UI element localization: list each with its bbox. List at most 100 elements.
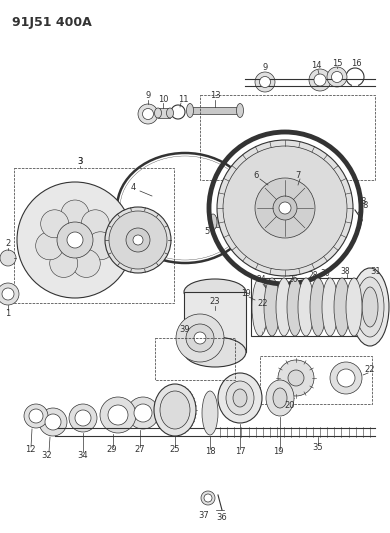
Text: 39: 39 (180, 326, 190, 335)
Ellipse shape (209, 214, 217, 230)
Ellipse shape (233, 389, 247, 407)
Circle shape (133, 235, 143, 245)
Circle shape (17, 182, 133, 298)
Text: 20: 20 (285, 400, 295, 409)
Ellipse shape (264, 278, 280, 336)
Circle shape (72, 249, 100, 277)
Circle shape (330, 362, 362, 394)
Circle shape (45, 414, 61, 430)
Text: 32: 32 (42, 450, 52, 459)
Circle shape (108, 405, 128, 425)
Text: 31: 31 (370, 268, 381, 277)
Ellipse shape (236, 103, 243, 117)
Text: 24: 24 (256, 276, 266, 285)
Text: 3: 3 (77, 157, 83, 166)
Text: 34: 34 (78, 450, 88, 459)
Text: 9: 9 (145, 92, 151, 101)
Ellipse shape (237, 217, 245, 227)
Circle shape (2, 288, 14, 300)
Text: 22: 22 (365, 366, 375, 375)
Text: 19: 19 (241, 289, 251, 298)
Bar (158, 108, 170, 118)
Ellipse shape (356, 277, 384, 337)
Ellipse shape (167, 108, 174, 118)
Ellipse shape (346, 278, 362, 336)
Ellipse shape (266, 380, 294, 416)
Circle shape (127, 397, 159, 429)
Ellipse shape (252, 278, 268, 336)
Text: 19: 19 (273, 448, 283, 456)
Bar (251, 278, 366, 336)
Ellipse shape (184, 279, 246, 305)
Bar (184, 292, 246, 352)
Bar (190, 107, 240, 114)
Circle shape (67, 232, 83, 248)
Ellipse shape (202, 391, 218, 435)
Circle shape (204, 494, 212, 502)
Circle shape (69, 404, 97, 432)
Text: 22: 22 (258, 300, 268, 309)
Text: 13: 13 (210, 92, 220, 101)
Text: 26: 26 (288, 276, 298, 285)
Bar (14, 168, 174, 303)
Circle shape (105, 207, 171, 273)
Circle shape (279, 202, 291, 214)
Ellipse shape (287, 278, 303, 336)
Circle shape (176, 314, 224, 362)
Circle shape (255, 72, 275, 92)
Circle shape (138, 104, 158, 124)
Text: 6: 6 (254, 171, 259, 180)
Circle shape (201, 491, 215, 505)
Text: 8: 8 (360, 198, 366, 206)
Ellipse shape (154, 384, 196, 436)
Circle shape (50, 249, 78, 277)
Text: 91J51 400A: 91J51 400A (12, 16, 92, 29)
Ellipse shape (310, 278, 326, 336)
Circle shape (100, 397, 136, 433)
Text: 25: 25 (170, 446, 180, 455)
Ellipse shape (322, 278, 338, 336)
Text: 17: 17 (235, 448, 245, 456)
Text: 11: 11 (178, 94, 188, 103)
Circle shape (86, 232, 114, 260)
Bar (155, 338, 235, 380)
Ellipse shape (184, 337, 246, 367)
Circle shape (41, 210, 69, 238)
Ellipse shape (334, 278, 350, 336)
Circle shape (35, 232, 64, 260)
Text: 35: 35 (313, 443, 323, 453)
Ellipse shape (276, 278, 292, 336)
Ellipse shape (273, 388, 287, 408)
Text: 15: 15 (332, 60, 342, 69)
Circle shape (0, 250, 16, 266)
Bar (213, 217, 241, 227)
Circle shape (61, 200, 89, 228)
Circle shape (194, 332, 206, 344)
Circle shape (278, 360, 314, 396)
Text: 27: 27 (135, 446, 145, 455)
Circle shape (273, 196, 297, 220)
Text: 18: 18 (205, 448, 215, 456)
Circle shape (75, 410, 91, 426)
Text: 36: 36 (216, 513, 227, 522)
Circle shape (134, 404, 152, 422)
Circle shape (186, 324, 214, 352)
Text: 1: 1 (5, 310, 11, 319)
Circle shape (82, 210, 109, 238)
Circle shape (39, 408, 67, 436)
Text: 38: 38 (340, 266, 350, 276)
Text: 28: 28 (308, 271, 318, 280)
Text: 2: 2 (5, 238, 11, 247)
Circle shape (217, 140, 353, 276)
Circle shape (109, 211, 167, 269)
Text: 30: 30 (320, 269, 330, 278)
Circle shape (223, 146, 347, 270)
Text: 37: 37 (199, 511, 209, 520)
Bar (200, 95, 375, 180)
Circle shape (126, 228, 150, 252)
Circle shape (314, 74, 326, 86)
Ellipse shape (362, 287, 378, 327)
Ellipse shape (218, 373, 262, 423)
Text: 23: 23 (210, 297, 220, 306)
Ellipse shape (226, 381, 254, 415)
